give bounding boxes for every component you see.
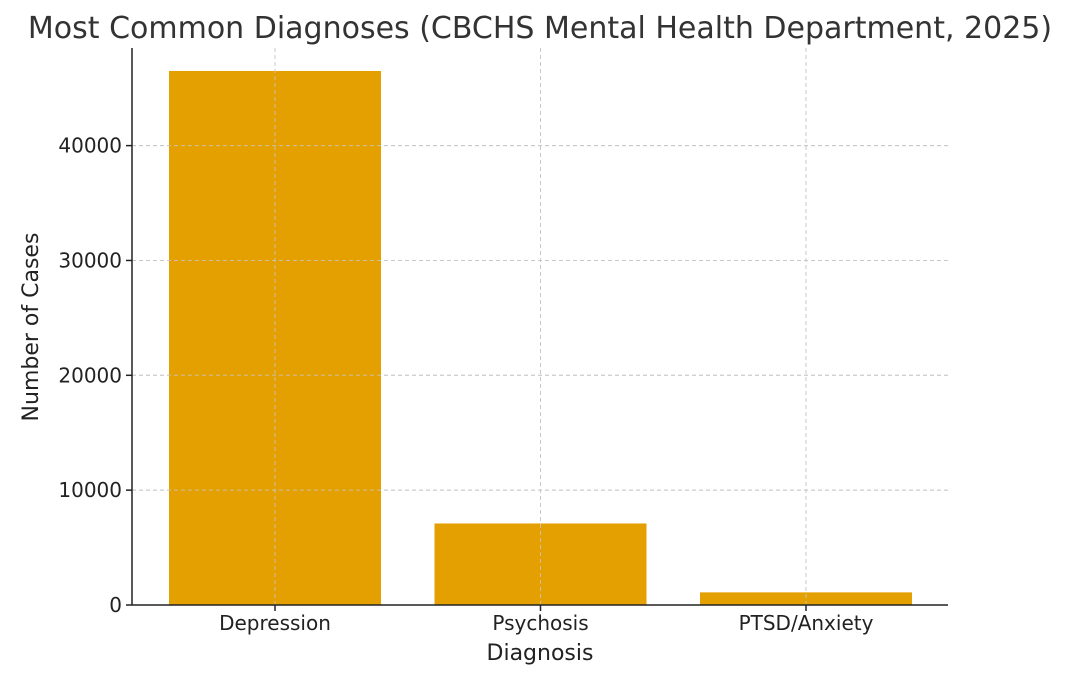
- chart-title: Most Common Diagnoses (CBCHS Mental Heal…: [28, 11, 1052, 46]
- bar-psychosis: [434, 523, 647, 605]
- bar-ptsd-anxiety: [700, 592, 912, 605]
- y-tick-label: 40000: [58, 134, 122, 158]
- y-tick-label: 10000: [58, 478, 122, 502]
- x-tick-label: Psychosis: [492, 611, 588, 635]
- y-tick-label: 20000: [58, 363, 122, 387]
- x-tick-label: PTSD/Anxiety: [739, 611, 874, 635]
- y-axis-label: Number of Cases: [19, 233, 44, 422]
- bar-layer: [132, 48, 948, 606]
- y-tick-label: 0: [109, 593, 122, 617]
- x-axis-label: Diagnosis: [487, 641, 594, 666]
- y-tick-label: 30000: [58, 248, 122, 272]
- x-tick-label: Depression: [219, 611, 331, 635]
- tick-layer: 0 10000 20000 30000 40000 Depression Psychosis…: [58, 134, 873, 635]
